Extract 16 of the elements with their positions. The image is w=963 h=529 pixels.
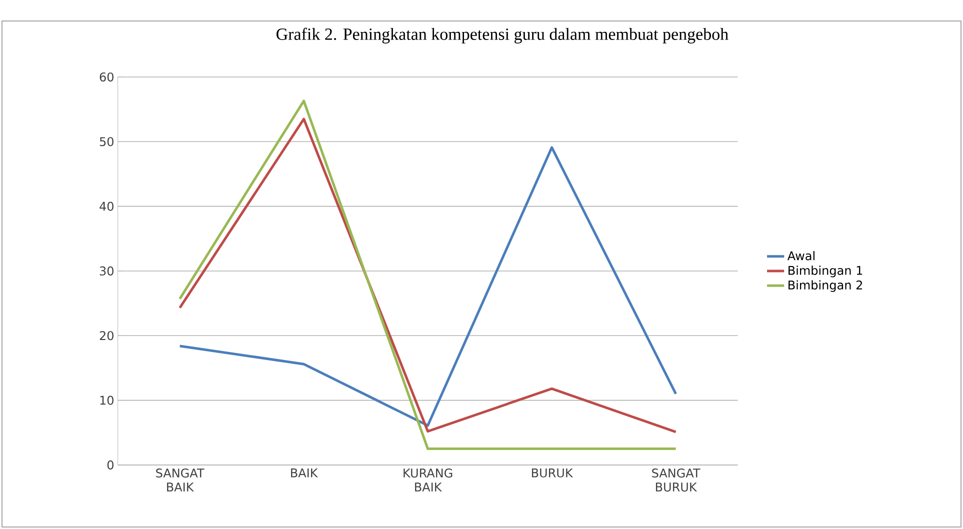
x-tick-label: BAIK [291, 468, 318, 478]
y-tick-label: 10 [100, 396, 114, 405]
y-tick-label: 60 [100, 72, 114, 82]
x-tick-label: KURANG BAIK [404, 468, 452, 492]
y-tick-label: 0 [107, 460, 114, 470]
y-tick-label: 40 [100, 202, 114, 211]
legend-label: Awal [787, 251, 814, 260]
y-tick-label: 30 [100, 266, 114, 276]
x-tick-label: SANGAT BURUK [652, 468, 700, 492]
x-tick-label: SANGAT BAIK [156, 468, 204, 492]
y-tick-label: 20 [100, 331, 114, 340]
legend-label: Bimbingan 2 [788, 280, 862, 292]
chart-title: Grafik 2. Peningkatan kompetensi guru dalam membuat pengeboh [276, 28, 728, 44]
x-tick-label: BURUK [532, 468, 574, 478]
y-tick-label: 50 [100, 137, 114, 146]
legend-label: Bimbingan 1 [788, 266, 862, 278]
